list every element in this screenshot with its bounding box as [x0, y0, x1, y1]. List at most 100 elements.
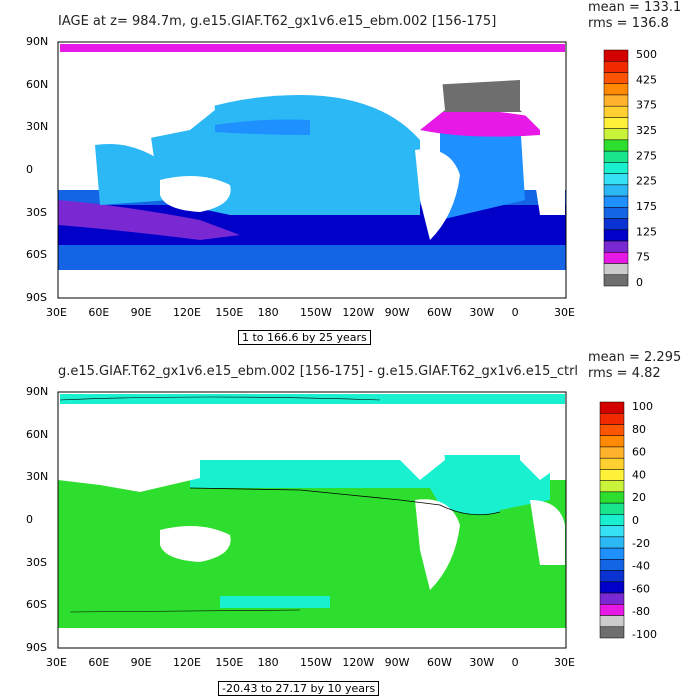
- lon-tick-label: 90E: [130, 656, 152, 669]
- colorbar-swatch: [603, 240, 629, 253]
- colorbar1-label: 375: [636, 99, 657, 112]
- colorbar-swatch: [603, 173, 629, 186]
- colorbar-swatch: [603, 263, 629, 276]
- colorbar-swatch: [603, 195, 629, 208]
- panel2-rms: rms = 4.82: [588, 366, 661, 381]
- lon-tick-label: 90W: [384, 306, 410, 319]
- lat-tick-label: 30S: [26, 205, 47, 219]
- panel1-title: IAGE at z= 984.7m, g.e15.GIAF.T62_gx1v6.…: [58, 14, 497, 29]
- lat-tick-label: 30N: [26, 470, 49, 484]
- panel1-contour-info: 1 to 166.6 by 25 years: [238, 330, 371, 345]
- lon-tick-label: 120W: [342, 306, 375, 319]
- colorbar-swatch: [603, 139, 629, 152]
- colorbar-swatch: [603, 94, 629, 107]
- colorbar1-label: 0: [636, 276, 643, 289]
- lon-tick-label: 0: [511, 656, 519, 669]
- lon-tick-label: 30W: [469, 656, 495, 669]
- colorbar-swatch: [599, 435, 625, 448]
- lon-tick-label: 150E: [215, 306, 244, 319]
- colorbar2-label: 80: [632, 423, 646, 436]
- colorbar1-label: 500: [636, 48, 657, 61]
- colorbar-swatch: [603, 229, 629, 242]
- colorbar-swatch: [603, 60, 629, 73]
- panel2-mean: mean = 2.295: [588, 350, 682, 365]
- lat-tick-label: 90N: [26, 385, 49, 398]
- colorbar-swatch: [599, 469, 625, 481]
- colorbar-swatch: [603, 150, 629, 163]
- lon-tick-label: 120E: [173, 656, 201, 669]
- colorbar1-label: 75: [636, 251, 650, 264]
- colorbar-swatch: [603, 252, 629, 264]
- lon-tick-label: 180: [257, 656, 279, 669]
- lat-tick-label: 30N: [26, 120, 49, 134]
- colorbar2-label: 0: [632, 514, 639, 527]
- colorbar2-label: -80: [632, 605, 650, 618]
- lon-tick-label: 60E: [88, 306, 110, 319]
- colorbar-swatch: [599, 536, 625, 549]
- lon-tick-label: 90E: [130, 306, 152, 319]
- lat-tick-label: 90N: [26, 35, 49, 48]
- colorbar-swatch: [603, 83, 629, 96]
- colorbar-swatch: [603, 274, 629, 287]
- lon-tick-label: 150E: [215, 656, 244, 669]
- lon-tick-label: 30E: [46, 306, 67, 319]
- colorbar-swatch: [599, 491, 625, 504]
- colorbar-swatch: [599, 401, 625, 414]
- colorbar-swatch: [599, 592, 625, 605]
- lat-tick-label: 60S: [26, 598, 47, 612]
- colorbar2-label: 20: [632, 491, 646, 504]
- colorbar-swatch: [603, 184, 629, 197]
- lon-tick-label: 150W: [300, 306, 332, 319]
- lon-tick-label: 60E: [88, 656, 110, 669]
- colorbar-swatch: [599, 514, 625, 526]
- colorbar-swatch: [599, 480, 625, 493]
- colorbar-swatch: [603, 128, 629, 141]
- colorbar1-label: 425: [636, 73, 657, 86]
- colorbar2-label: 40: [632, 468, 646, 481]
- colorbar1-label: 175: [636, 200, 657, 213]
- panel2-contour-info: -20.43 to 27.17 by 10 years: [218, 681, 380, 696]
- lat-tick-label: 0: [26, 513, 33, 526]
- colorbar1-label: 225: [636, 175, 657, 188]
- panel1-mean: mean = 133.1: [588, 0, 682, 15]
- colorbar-swatch: [603, 72, 629, 84]
- colorbar-swatch: [599, 581, 625, 594]
- colorbar-swatch: [599, 457, 625, 470]
- lat-tick-label: 0: [26, 163, 33, 176]
- lat-tick-label: 90S: [26, 291, 47, 304]
- colorbar1-label: 325: [636, 124, 657, 137]
- lon-tick-label: 30W: [469, 306, 495, 319]
- lat-tick-label: 60S: [26, 248, 47, 262]
- panel2-title: g.e15.GIAF.T62_gx1v6.e15_ebm.002 [156-17…: [58, 364, 578, 379]
- lon-tick-label: 150W: [300, 656, 332, 669]
- colorbar2-label: -60: [632, 582, 650, 595]
- colorbar2-label: -20: [632, 537, 650, 550]
- colorbar1-label: 125: [636, 225, 657, 238]
- colorbar-swatch: [603, 117, 629, 129]
- colorbar-swatch: [599, 570, 625, 583]
- lon-tick-label: 30E: [554, 656, 575, 669]
- colorbar-swatch: [603, 49, 629, 62]
- lat-tick-label: 90S: [26, 641, 47, 654]
- colorbar-swatch: [599, 604, 625, 616]
- colorbar-swatch: [603, 162, 629, 174]
- lon-tick-label: 60W: [427, 306, 452, 319]
- colorbar-swatch: [599, 502, 625, 515]
- lon-tick-label: 90W: [384, 656, 410, 669]
- colorbar2-label: 100: [632, 400, 653, 413]
- colorbar-swatch: [599, 547, 625, 560]
- colorbar-swatch: [599, 525, 625, 538]
- colorbar-swatch: [599, 446, 625, 459]
- lon-tick-label: 0: [511, 306, 519, 319]
- lon-tick-label: 30E: [554, 306, 575, 319]
- panel1-map: [58, 42, 566, 298]
- panel1-colorbar: 500 425 375 325 275 225 175 125 75 0: [603, 48, 657, 289]
- colorbar-swatch: [603, 105, 629, 118]
- panel2-map: [58, 392, 566, 648]
- lat-tick-label: 60N: [26, 427, 49, 441]
- colorbar-swatch: [599, 615, 625, 628]
- panel1-rms: rms = 136.8: [588, 16, 669, 31]
- colorbar2-label: 60: [632, 446, 646, 459]
- panel2-colorbar: 100 80 60 40 20 0 -20 -40 -60 -80 -100: [599, 400, 657, 641]
